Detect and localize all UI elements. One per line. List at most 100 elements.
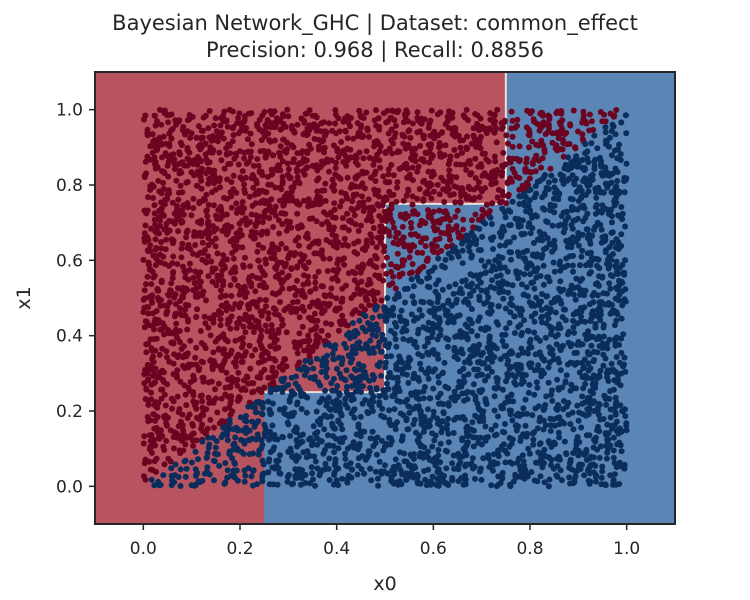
point-class1	[459, 260, 466, 267]
point-class1	[495, 413, 501, 420]
point-class1	[335, 445, 342, 452]
point-class0	[453, 161, 460, 168]
point-class1	[415, 351, 422, 357]
point-class1	[593, 472, 600, 479]
point-class0	[167, 427, 174, 434]
point-class0	[402, 211, 409, 217]
point-class1	[481, 263, 488, 270]
point-class1	[268, 432, 275, 439]
point-class1	[302, 393, 309, 400]
point-class1	[412, 389, 419, 396]
point-class0	[186, 112, 193, 118]
point-class0	[237, 148, 243, 155]
point-class0	[456, 199, 463, 205]
point-class1	[555, 294, 562, 301]
point-class1	[509, 198, 516, 205]
point-class0	[319, 187, 325, 194]
point-class0	[256, 168, 263, 175]
point-class0	[355, 172, 362, 179]
point-class1	[372, 440, 379, 447]
point-class1	[589, 308, 596, 315]
point-class0	[211, 167, 218, 174]
point-class0	[344, 157, 351, 164]
point-class1	[496, 289, 503, 296]
point-class0	[279, 210, 286, 217]
point-class0	[195, 230, 202, 237]
point-class1	[288, 388, 295, 395]
point-class0	[212, 395, 219, 402]
point-class0	[266, 215, 273, 221]
point-class0	[472, 111, 479, 117]
point-class0	[283, 329, 290, 336]
point-class1	[543, 218, 550, 225]
point-class0	[339, 312, 346, 319]
point-class1	[585, 328, 592, 335]
point-class0	[374, 234, 381, 241]
point-class1	[459, 350, 466, 357]
point-class1	[533, 379, 540, 386]
point-class1	[474, 372, 481, 379]
point-class0	[391, 224, 397, 231]
point-class1	[545, 179, 552, 186]
point-class0	[489, 200, 496, 207]
point-class1	[475, 247, 482, 253]
point-class0	[425, 207, 431, 214]
point-class1	[506, 443, 513, 450]
point-class0	[430, 188, 437, 195]
point-class1	[407, 356, 414, 363]
point-class1	[530, 240, 537, 246]
point-class0	[157, 217, 164, 224]
point-class0	[538, 164, 544, 171]
point-class0	[442, 215, 448, 222]
point-class0	[169, 260, 176, 267]
point-class1	[425, 466, 432, 473]
point-class0	[246, 193, 253, 200]
point-class1	[366, 350, 373, 356]
point-class0	[159, 433, 166, 440]
point-class1	[471, 366, 478, 373]
point-class1	[502, 305, 509, 312]
point-class0	[177, 182, 184, 189]
point-class1	[606, 369, 613, 376]
point-class0	[286, 197, 293, 204]
point-class1	[457, 285, 464, 292]
point-class0	[344, 135, 351, 142]
point-class1	[342, 396, 349, 403]
point-class0	[241, 352, 248, 359]
point-class0	[357, 269, 364, 276]
point-class0	[269, 170, 276, 177]
point-class0	[175, 196, 182, 203]
point-class1	[459, 390, 466, 397]
point-class0	[294, 150, 301, 157]
point-class0	[243, 373, 250, 380]
point-class1	[520, 291, 527, 298]
point-class0	[370, 161, 377, 168]
point-class0	[344, 210, 351, 217]
point-class1	[477, 465, 484, 472]
point-class0	[301, 347, 308, 354]
point-class1	[346, 353, 353, 360]
point-class1	[461, 298, 467, 305]
point-class0	[449, 114, 456, 121]
point-class0	[215, 380, 222, 387]
point-class1	[574, 215, 581, 222]
point-class1	[621, 271, 628, 278]
point-class1	[565, 154, 572, 161]
point-class0	[309, 299, 316, 306]
point-class1	[519, 349, 526, 356]
point-class1	[517, 438, 524, 444]
point-class0	[277, 153, 284, 160]
point-class0	[239, 199, 246, 205]
point-class1	[265, 398, 272, 405]
point-class1	[455, 450, 462, 457]
point-class1	[606, 336, 613, 343]
point-class1	[382, 386, 389, 393]
point-class1	[483, 287, 490, 294]
point-class0	[230, 376, 237, 383]
point-class0	[159, 154, 166, 161]
point-class1	[552, 309, 559, 316]
point-class0	[222, 223, 229, 230]
point-class1	[448, 254, 455, 261]
point-class1	[442, 307, 449, 314]
point-class0	[298, 160, 305, 167]
